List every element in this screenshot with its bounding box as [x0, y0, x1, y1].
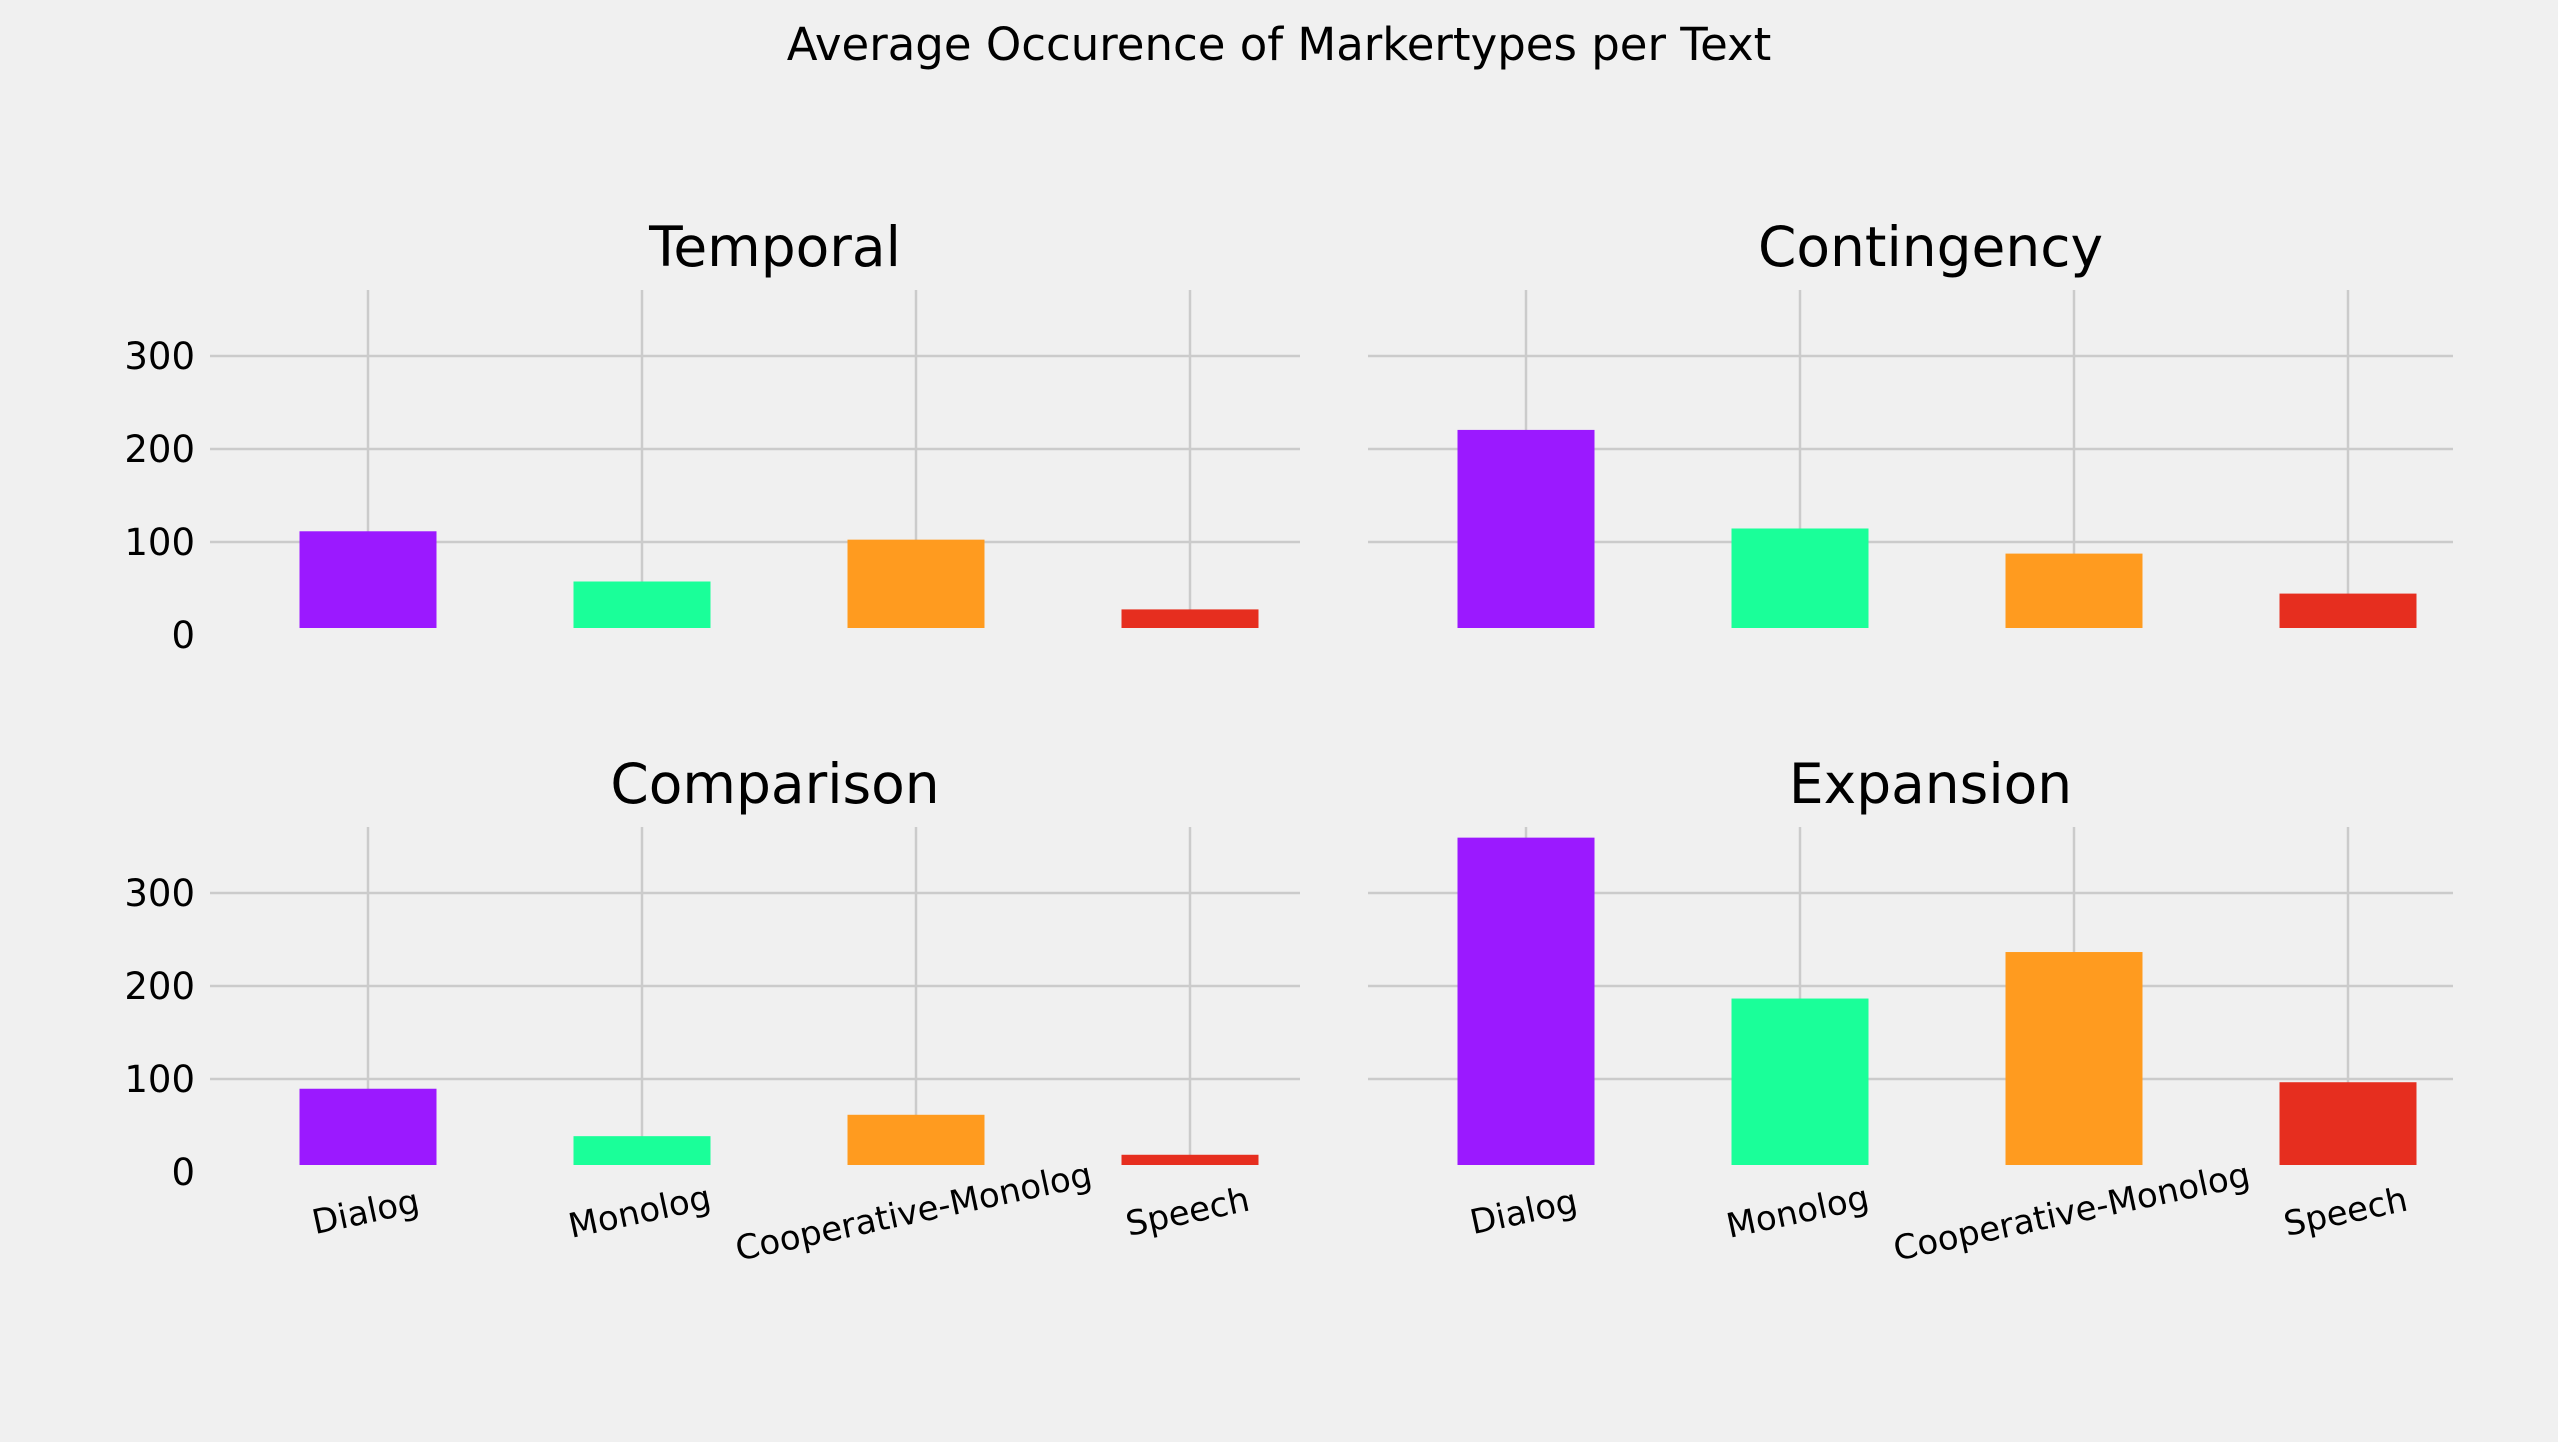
- y-tick-label: 300: [124, 872, 195, 915]
- bar-dialog: [299, 1088, 437, 1165]
- subplot-temporal: 0 100 200 300 Temporal: [124, 215, 1300, 657]
- bar-cooperative-monolog: [847, 539, 985, 628]
- subplot-contingency: Contingency: [1368, 215, 2453, 628]
- y-tick-label: 300: [124, 335, 195, 378]
- bar-speech: [2279, 593, 2417, 628]
- subplot-title: Comparison: [610, 752, 939, 816]
- bar-dialog: [1457, 429, 1595, 628]
- y-tick-label: 0: [171, 1151, 195, 1194]
- subplot-title: Temporal: [648, 215, 901, 279]
- bar-dialog: [299, 531, 437, 628]
- bar-monolog: [573, 581, 711, 628]
- bar-speech: [1121, 1154, 1259, 1165]
- figure-title: Average Occurence of Markertypes per Tex…: [787, 18, 1772, 71]
- subplot-title: Expansion: [1789, 752, 2072, 816]
- bar-dialog: [1457, 837, 1595, 1165]
- y-tick-label: 100: [124, 1058, 195, 1101]
- y-tick-label: 200: [124, 428, 195, 471]
- bar-cooperative-monolog: [2005, 553, 2143, 628]
- bar-cooperative-monolog: [847, 1114, 985, 1165]
- bar-monolog: [1731, 998, 1869, 1165]
- bar-cooperative-monolog: [2005, 952, 2143, 1165]
- bar-monolog: [1731, 528, 1869, 628]
- y-tick-label: 200: [124, 965, 195, 1008]
- bar-monolog: [573, 1136, 711, 1165]
- subplot-title: Contingency: [1758, 215, 2103, 279]
- y-tick-label: 0: [171, 614, 195, 657]
- bar-speech: [2279, 1082, 2417, 1165]
- bar-speech: [1121, 609, 1259, 628]
- y-tick-label: 100: [124, 521, 195, 564]
